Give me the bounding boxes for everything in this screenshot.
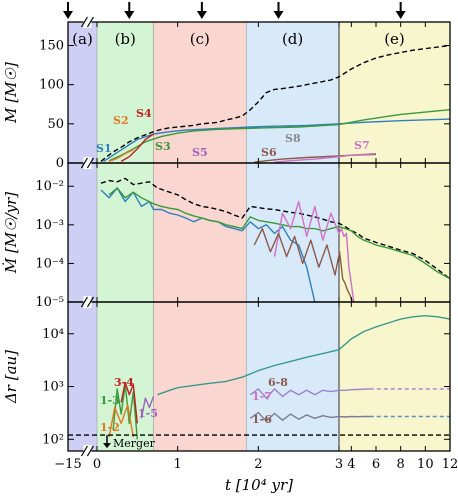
y-tick-label: 10⁴ (42, 327, 64, 342)
x-tick-label: 0 (93, 457, 101, 472)
axis-break-gap (83, 157, 92, 169)
event-arrow-head (196, 11, 207, 19)
merger-label: Merger (113, 437, 156, 450)
data-lines (68, 44, 450, 440)
x-tick-label: 12 (442, 457, 458, 472)
phase-band-3 (153, 22, 247, 451)
series-line-4 (108, 149, 134, 163)
event-arrow-head (63, 11, 73, 19)
separation-annotation: 1-7 (252, 390, 272, 403)
axis-break-gap (83, 16, 92, 28)
axis-break (80, 296, 88, 308)
separation-annotation: 3-4 (114, 376, 134, 389)
y-axis-label: Ṁ [M☉/yr] (2, 192, 20, 274)
mass-annotation: S4 (136, 107, 152, 120)
x-tick-label: 1 (174, 457, 182, 472)
x-tick-label: 4 (347, 457, 355, 472)
axis-break-gap (83, 445, 92, 457)
x-tick-label: −15 (54, 457, 81, 472)
phase-label: (b) (115, 30, 136, 48)
phase-label: (e) (384, 30, 405, 48)
phase-label: (d) (282, 30, 303, 48)
series-line-3 (108, 109, 450, 162)
axis-break (80, 445, 88, 457)
y-axis-label: M [M☉] (2, 62, 20, 124)
series-line-5 (253, 227, 354, 302)
axis-break-gap (83, 296, 92, 308)
series-line-1 (100, 44, 450, 162)
event-arrow-head (395, 11, 406, 19)
phase-band-2 (97, 22, 154, 451)
x-tick-label: 10 (417, 457, 434, 472)
event-arrow-head (273, 11, 284, 19)
mass-annotation: S6 (261, 146, 277, 159)
series-line-4 (273, 200, 355, 302)
separation-annotation: 1-2 (100, 421, 120, 434)
y-tick-label: 10⁻³ (35, 218, 64, 233)
y-tick-label: 10² (42, 432, 64, 447)
panel-mass-series (100, 44, 450, 163)
x-tick-label: 2 (254, 457, 262, 472)
phase-label: (a) (72, 30, 93, 48)
y-tick-label: 0 (56, 156, 64, 171)
series-line-7 (274, 152, 377, 163)
x-axis-label: t [10⁴ yr] (225, 476, 293, 494)
series-line-3 (108, 187, 450, 280)
series-line-5 (120, 133, 154, 163)
x-tick-label: 3 (335, 457, 343, 472)
y-tick-label: 10⁻⁵ (35, 295, 64, 310)
phase-band-1 (68, 22, 97, 451)
x-tick-label: 8 (397, 457, 405, 472)
phase-label: (c) (190, 30, 210, 48)
axis-break (86, 157, 94, 169)
series-line-1 (157, 315, 450, 396)
series-line-6 (249, 388, 370, 399)
panel-rate-series (100, 177, 450, 302)
axis-break (86, 445, 94, 457)
mass-annotation: S2 (113, 114, 129, 127)
axis-break (80, 16, 88, 28)
panel-frame-3 (67, 301, 451, 452)
separation-annotation: 6-8 (268, 376, 288, 389)
series-line-4 (120, 381, 138, 424)
series-line-1 (100, 177, 450, 280)
mass-annotation: S7 (354, 139, 370, 152)
y-axis-label: Δr [au] (2, 350, 20, 404)
axis-break (86, 16, 94, 28)
axis-break (80, 157, 88, 169)
merger-arrow-head (103, 443, 111, 449)
series-line-5 (140, 396, 155, 419)
mass-annotation: S1 (96, 142, 112, 155)
separation-annotation: 1-5 (138, 407, 158, 420)
axis-break (86, 296, 94, 308)
x-tick-label: 6 (372, 457, 380, 472)
y-tick-label: 50 (47, 117, 64, 132)
y-tick-label: 10³ (42, 380, 64, 395)
series-line-3 (108, 404, 134, 438)
tick-marks (67, 16, 451, 457)
separation-annotation: 1-6 (252, 413, 272, 426)
y-tick-label: 100 (39, 78, 64, 93)
series-line-8 (249, 411, 370, 422)
separation-annotation: 1-3 (100, 394, 120, 407)
mass-annotation: S5 (192, 146, 208, 159)
event-arrow-head (124, 11, 135, 19)
y-tick-label: 10⁻⁴ (35, 256, 64, 271)
panel-separation-series (68, 315, 450, 440)
mass-annotation: S8 (285, 132, 301, 145)
phase-band-5 (339, 22, 450, 451)
phase-band-4 (246, 22, 339, 451)
y-tick-label: 10⁻² (35, 179, 64, 194)
mass-annotation: S3 (155, 140, 171, 153)
y-tick-label: 150 (39, 39, 64, 54)
panel-frames (67, 21, 451, 452)
